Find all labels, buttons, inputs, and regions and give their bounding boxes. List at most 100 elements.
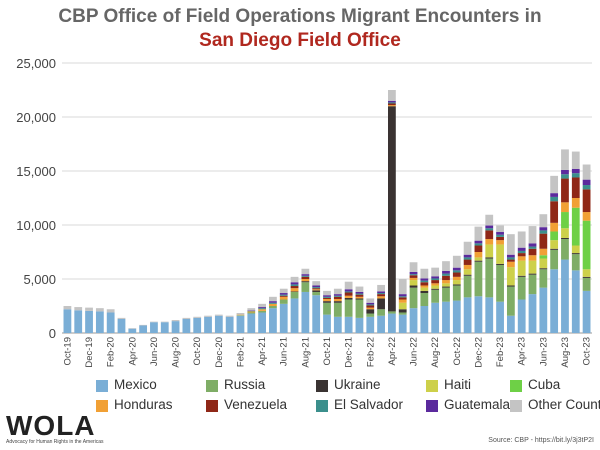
bar-segment-honduras xyxy=(333,298,342,302)
bar-segment-mexico xyxy=(571,270,580,333)
bar-segment-venezuela xyxy=(496,236,504,241)
bar-segment-ukraine xyxy=(323,301,331,303)
bar-segment-ukraine xyxy=(550,248,559,250)
bar-segment-russia xyxy=(398,312,407,315)
bar-segment-mexico xyxy=(474,296,483,333)
bar-segment-haiti xyxy=(398,302,407,310)
bar-segment-haiti xyxy=(550,240,559,249)
bar-segment-other-countries xyxy=(333,288,342,295)
bar-segment-honduras xyxy=(582,212,591,221)
bar-segment-mexico xyxy=(106,312,115,333)
legend-swatch xyxy=(426,400,438,412)
bar-segment-haiti xyxy=(539,258,548,269)
bar-segment-guatemala xyxy=(474,240,483,244)
bar-segment-mexico xyxy=(290,298,299,333)
x-tick-label: Apr-23 xyxy=(517,337,528,366)
bar-segment-venezuela xyxy=(561,178,569,203)
bar-segment-venezuela xyxy=(366,305,375,308)
bar-segment-other-countries xyxy=(85,307,93,311)
bar-segment-honduras xyxy=(550,222,559,232)
bar-segment-haiti xyxy=(474,257,483,261)
bar-segment-venezuela xyxy=(474,245,483,252)
bar-segment-ukraine xyxy=(528,273,537,275)
bar-segment-russia xyxy=(247,312,256,314)
legend-label: Russia xyxy=(224,377,266,392)
bar-segment-ukraine xyxy=(539,268,548,270)
bar-segment-russia xyxy=(485,258,494,298)
bar-segment-guatemala xyxy=(550,193,559,197)
bar-segment-guatemala xyxy=(301,274,310,276)
bar-segment-el-salvador xyxy=(333,295,342,297)
bar-segment-mexico xyxy=(506,315,515,333)
bar-segment-other-countries xyxy=(312,281,321,286)
bar-segment-ukraine xyxy=(496,263,504,265)
bar-segment-other-countries xyxy=(550,175,559,194)
bar-segment-russia xyxy=(279,299,288,304)
x-tick-label: Aug-21 xyxy=(300,337,311,368)
bar-segment-el-salvador xyxy=(463,257,472,260)
bar-segment-russia xyxy=(269,306,277,309)
bar-segment-guatemala xyxy=(431,276,440,279)
bar-segment-cuba xyxy=(561,212,569,229)
bar-segment-guatemala xyxy=(442,270,450,274)
bar-segment-guatemala xyxy=(377,291,385,294)
legend-swatch xyxy=(510,380,522,392)
bar-segment-ukraine xyxy=(431,288,440,290)
bar-segment-guatemala xyxy=(247,310,256,311)
bar-segment-guatemala xyxy=(485,225,494,229)
bar-segment-ukraine xyxy=(506,285,515,287)
bar-segment-mexico xyxy=(74,310,83,333)
bar-segment-venezuela xyxy=(485,230,494,240)
bar-segment-other-countries xyxy=(160,321,169,323)
bar-segment-other-countries xyxy=(582,164,591,180)
legend-label: Guatemala xyxy=(444,397,511,412)
bar-segment-mexico xyxy=(85,310,93,333)
bar-segment-el-salvador xyxy=(442,273,450,276)
bar-segment-venezuela xyxy=(528,248,537,256)
bar-segment-el-salvador xyxy=(420,280,429,283)
bar-segment-other-countries xyxy=(106,309,115,313)
bar-segment-ukraine xyxy=(561,237,569,240)
bar-segment-el-salvador xyxy=(474,243,483,246)
bar-segment-honduras xyxy=(506,261,515,268)
bar-segment-other-countries xyxy=(74,307,83,311)
x-tick-label: Apr-21 xyxy=(257,337,268,366)
bar-segment-cuba xyxy=(571,207,580,246)
bar-segment-el-salvador xyxy=(561,174,569,179)
bar-segment-el-salvador xyxy=(377,293,385,295)
bar-segment-mexico xyxy=(388,313,396,333)
source-note: Source: CBP - https://bit.ly/3j3tP2I xyxy=(488,437,594,444)
bar-segment-russia xyxy=(333,302,342,317)
bar-segment-other-countries xyxy=(247,308,256,311)
bar-segment-other-countries xyxy=(528,226,537,244)
bar-segment-other-countries xyxy=(117,317,126,319)
bar-segment-russia xyxy=(496,264,504,302)
legend-swatch xyxy=(96,380,108,392)
bar-segment-venezuela xyxy=(323,297,331,299)
bar-segment-other-countries xyxy=(517,231,526,248)
bar-segment-other-countries xyxy=(290,276,299,283)
bar-segment-el-salvador xyxy=(366,304,375,306)
bar-segment-other-countries xyxy=(139,324,148,326)
bar-segment-russia xyxy=(582,277,591,291)
bar-segment-mexico xyxy=(214,315,223,333)
bar-segment-honduras xyxy=(236,314,245,316)
bar-segment-ukraine xyxy=(420,290,429,294)
bar-segment-venezuela xyxy=(420,282,429,286)
bar-segment-venezuela xyxy=(279,295,288,297)
bar-segment-russia xyxy=(506,286,515,316)
bar-segment-guatemala xyxy=(496,232,504,235)
bar-segment-haiti xyxy=(517,260,526,276)
bar-segment-venezuela xyxy=(582,189,591,213)
bar-segment-venezuela xyxy=(517,253,526,257)
bar-segment-el-salvador xyxy=(517,250,526,254)
x-tick-label: Oct-21 xyxy=(322,337,333,366)
x-tick-label: Apr-20 xyxy=(127,337,138,366)
x-tick-label: Oct-22 xyxy=(452,337,463,366)
bar-segment-venezuela xyxy=(398,297,407,300)
x-tick-label: Dec-20 xyxy=(214,337,225,368)
legend-label: Cuba xyxy=(528,377,561,392)
bar-segment-venezuela xyxy=(333,296,342,299)
bar-segment-russia xyxy=(301,282,310,292)
